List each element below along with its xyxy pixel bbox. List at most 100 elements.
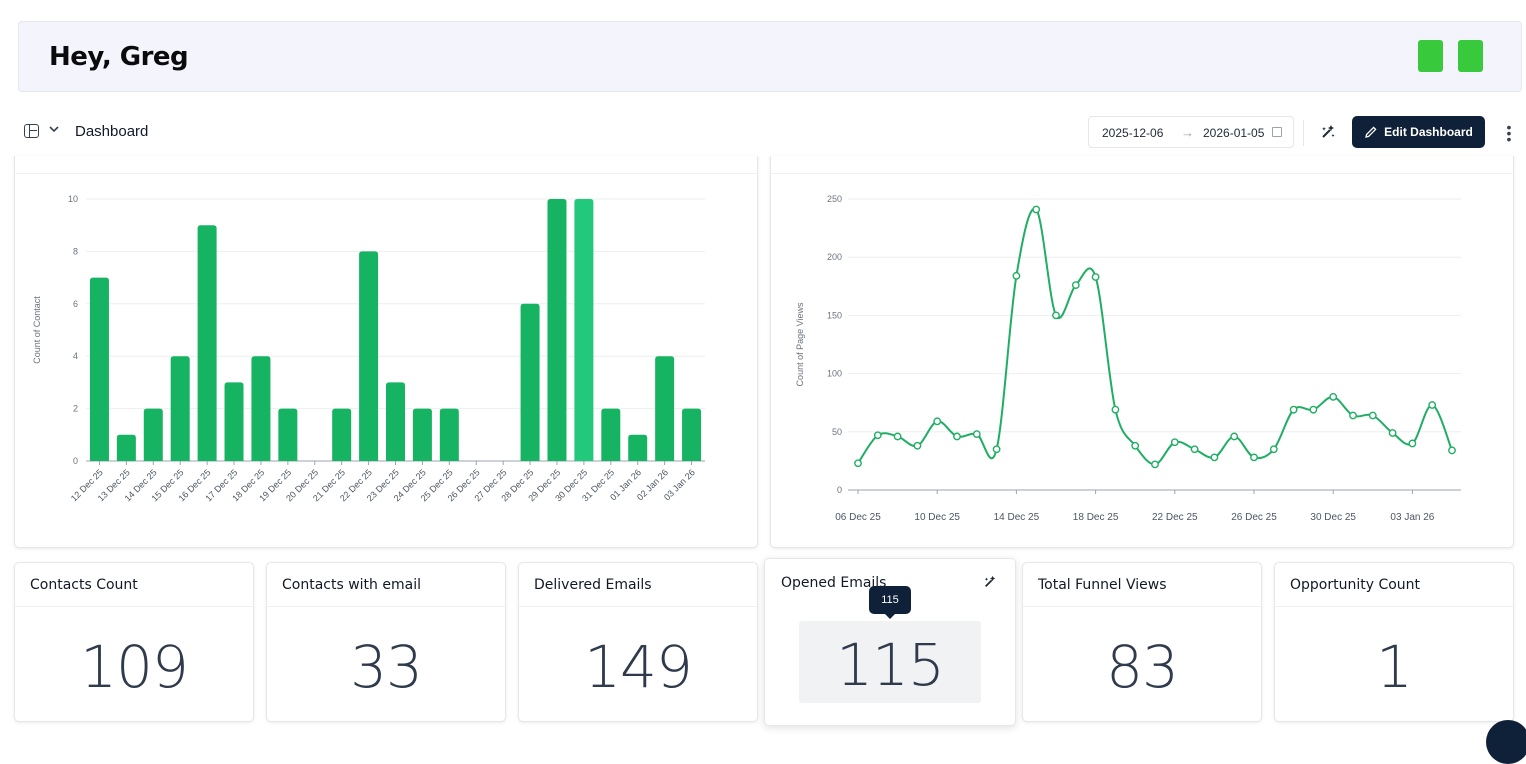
- stat-divider: [519, 606, 757, 607]
- stat-divider: [15, 606, 253, 607]
- data-point: [1111, 405, 1120, 414]
- bar: [574, 199, 594, 461]
- date-to[interactable]: 2026-01-05: [1203, 126, 1265, 140]
- data-point: [1289, 405, 1298, 414]
- date-range-picker[interactable]: 2025-12-06 → 2026-01-05: [1088, 116, 1294, 148]
- stat-card-total-funnel-views[interactable]: Total Funnel Views 83: [1022, 562, 1262, 722]
- data-point: [953, 432, 961, 441]
- data-point: [1131, 441, 1140, 450]
- y-axis-label: Count of Contact: [32, 296, 42, 364]
- greeting-title: Hey, Greg: [49, 42, 189, 72]
- data-point: [1052, 311, 1060, 320]
- data-point: [1210, 453, 1219, 462]
- y-tick-label: 8: [73, 246, 78, 256]
- page-views-line-chart: 0 50 100 150 200 250 Count of Page Views 06 Dec…: [795, 194, 1461, 523]
- stat-card-delivered-emails[interactable]: Delivered Emails 149: [518, 562, 758, 722]
- bar: [547, 199, 567, 461]
- magic-wand-icon[interactable]: [983, 575, 997, 589]
- stat-card-opened-emails[interactable]: Opened Emails 115: [764, 558, 1016, 726]
- card-header-divider: [771, 173, 1513, 174]
- bar: [682, 408, 702, 461]
- stat-card-opportunity-count[interactable]: Opportunity Count 1: [1274, 562, 1514, 722]
- date-from[interactable]: 2025-12-06: [1102, 126, 1164, 140]
- y-tick-label: 0: [837, 485, 842, 495]
- y-tick-label: 150: [827, 310, 842, 320]
- data-point: [1329, 392, 1338, 401]
- stat-divider: [1023, 606, 1261, 607]
- arrow-right-icon: →: [1181, 125, 1194, 140]
- layout-icon[interactable]: [24, 124, 39, 138]
- data-point: [893, 432, 902, 441]
- y-tick-label: 0: [73, 456, 78, 466]
- x-tick-label: 03 Jan 26: [1390, 512, 1434, 523]
- card-header-divider: [15, 173, 757, 174]
- pencil-icon: [1365, 126, 1377, 138]
- data-point: [1388, 429, 1397, 437]
- y-tick-label: 50: [832, 427, 842, 437]
- bar: [197, 225, 217, 461]
- data-point: [1408, 439, 1417, 448]
- data-point: [1269, 445, 1278, 454]
- data-point: [1250, 453, 1258, 462]
- x-tick-label: 22 Dec 25: [1152, 512, 1198, 523]
- bar: [224, 382, 244, 461]
- stat-divider: [267, 606, 505, 607]
- bar: [386, 382, 405, 461]
- chevron-down-icon[interactable]: [48, 123, 60, 135]
- data-point: [913, 441, 922, 450]
- value-tooltip: 115: [869, 586, 911, 619]
- more-options-icon[interactable]: • • •: [1506, 119, 1512, 147]
- edit-dashboard-button[interactable]: Edit Dashboard: [1352, 116, 1485, 148]
- x-tick-label: 14 Dec 25: [994, 512, 1040, 523]
- data-point: [992, 445, 1001, 454]
- data-point: [1349, 411, 1357, 420]
- header-action-button-1[interactable]: [1418, 40, 1443, 72]
- data-point: [873, 431, 882, 440]
- contacts-bar-chart-card: 0 2 4 6 8 10 Count of Contact 12 Dec 25 13 Dec 2…: [14, 156, 758, 548]
- data-point: [1428, 401, 1437, 409]
- x-tick-label: 26 Dec 25: [1231, 512, 1277, 523]
- data-point: [1448, 446, 1456, 455]
- toolbar-divider: [1303, 120, 1304, 146]
- y-tick-label: 6: [73, 299, 78, 309]
- edit-dashboard-label: Edit Dashboard: [1384, 125, 1473, 139]
- stat-value: 149: [584, 633, 693, 701]
- page-views-line-chart-card: 0 50 100 150 200 250 Count of Page Views 06 Dec…: [770, 156, 1514, 548]
- data-point: [1091, 273, 1100, 281]
- stat-value: 109: [80, 633, 189, 701]
- bar: [655, 356, 675, 461]
- magic-wand-icon[interactable]: [1320, 124, 1336, 140]
- data-point: [1230, 432, 1239, 441]
- stat-card-contacts-with-email[interactable]: Contacts with email 33: [266, 562, 506, 722]
- bar: [439, 408, 459, 461]
- dashboard-selector-label[interactable]: Dashboard: [75, 123, 149, 140]
- y-axis-label: Count of Page Views: [795, 302, 805, 386]
- stat-value: 83: [1106, 633, 1179, 701]
- data-point: [1071, 281, 1080, 290]
- stat-title: Total Funnel Views: [1038, 577, 1167, 593]
- stat-title: Opened Emails: [781, 575, 887, 591]
- stat-card-contacts-count[interactable]: Contacts Count 109: [14, 562, 254, 722]
- header-action-button-2[interactable]: [1458, 40, 1483, 72]
- data-point: [1309, 405, 1318, 414]
- stat-value: 33: [350, 633, 423, 701]
- y-tick-label: 200: [827, 252, 842, 262]
- bar: [628, 434, 648, 461]
- x-tick-label: 18 Dec 25: [1073, 512, 1119, 523]
- greeting-banner: Hey, Greg: [18, 21, 1522, 92]
- bar: [520, 303, 540, 461]
- data-point: [1190, 445, 1199, 454]
- series-line: [857, 207, 1453, 466]
- stat-title: Contacts with email: [282, 577, 421, 593]
- y-tick-label: 2: [73, 404, 78, 414]
- data-point: [933, 417, 942, 426]
- stat-divider: [1275, 606, 1513, 607]
- bar: [116, 434, 136, 461]
- bar: [359, 251, 379, 461]
- calendar-icon[interactable]: [1272, 127, 1282, 137]
- stat-title: Contacts Count: [30, 577, 138, 593]
- chat-widget-button[interactable]: [1486, 720, 1526, 764]
- bar: [170, 356, 190, 461]
- y-tick-label: 4: [73, 351, 78, 361]
